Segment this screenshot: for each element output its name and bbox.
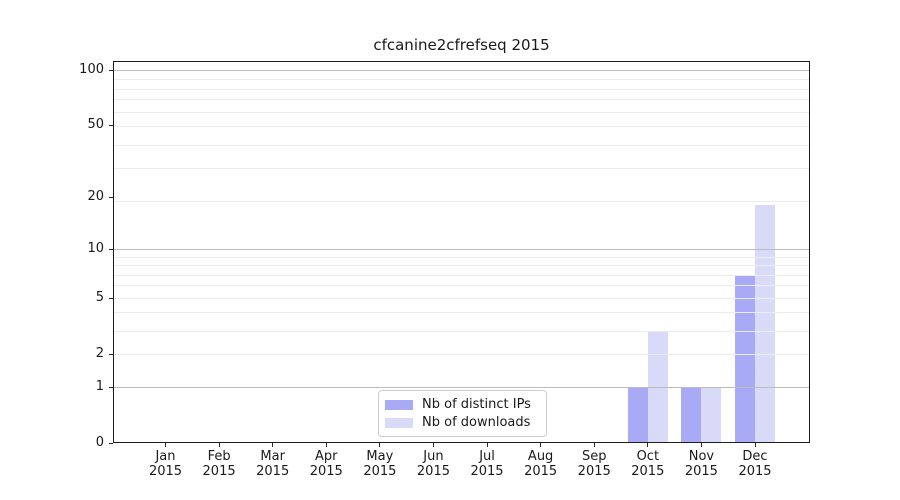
x-tick-label: Aug 2015	[524, 449, 557, 479]
gridline-minor	[114, 353, 809, 355]
x-tick-year: 2015	[309, 464, 343, 479]
gridline-minor	[114, 200, 809, 202]
x-tick-month: Apr	[315, 449, 338, 464]
gridline-major	[114, 248, 809, 250]
legend-swatch-downloads	[385, 417, 413, 428]
gridline-minor	[114, 79, 809, 80]
y-tick-label: 0	[95, 435, 104, 450]
x-tick-year: 2015	[470, 464, 504, 479]
x-tick-month: Feb	[207, 449, 231, 464]
y-tick-mark	[109, 69, 113, 71]
gridline-minor	[114, 330, 809, 332]
x-tick-mark	[325, 443, 327, 447]
x-tick-month: May	[366, 449, 394, 464]
x-tick-mark	[647, 443, 649, 447]
legend: Nb of distinct IPs Nb of downloads	[378, 390, 547, 437]
x-tick-mark	[540, 443, 542, 447]
gridline-minor	[114, 111, 809, 113]
x-tick-label: May 2015	[363, 449, 396, 479]
x-tick-month: Sep	[581, 449, 607, 464]
x-tick-mark	[165, 443, 166, 447]
gridline-minor	[114, 312, 809, 314]
y-tick-label: 2	[95, 346, 104, 362]
x-tick-label: Sep 2015	[578, 449, 611, 479]
x-tick-year: 2015	[148, 464, 183, 479]
x-tick-label: Jun 2015	[417, 449, 450, 479]
y-tick-label: 20	[87, 189, 104, 205]
x-tick-label: Apr 2015	[310, 449, 343, 479]
bar-nb-of-distinct-ips-oct	[627, 387, 648, 442]
x-tick-year: 2015	[416, 464, 450, 479]
x-tick-month: Mar	[260, 449, 285, 464]
x-tick-label: Jan 2015	[149, 449, 182, 479]
x-tick-mark	[700, 443, 702, 447]
y-tick-mark	[109, 196, 113, 198]
x-tick-month: Dec	[742, 449, 768, 464]
y-tick-mark	[109, 248, 113, 250]
x-tick-month: Jun	[423, 449, 444, 464]
x-tick-month: Jul	[479, 449, 495, 464]
chart-title: cfcanine2cfrefseq 2015	[373, 36, 550, 54]
legend-item-downloads: Nb of downloads	[385, 415, 538, 430]
gridline-minor	[114, 285, 809, 287]
y-tick-label: 100	[79, 62, 104, 78]
x-tick-mark	[272, 443, 274, 447]
x-tick-year: 2015	[631, 464, 665, 479]
x-tick-mark	[593, 443, 595, 447]
x-tick-month: Jan	[155, 449, 176, 464]
y-tick-label: 1	[95, 379, 104, 394]
y-tick-label: 5	[95, 290, 104, 306]
x-tick-label: Jul 2015	[470, 449, 503, 479]
x-tick-year: 2015	[684, 464, 718, 479]
bar-nb-of-distinct-ips-nov	[681, 387, 702, 442]
y-tick-mark	[109, 297, 113, 299]
x-tick-label: Mar 2015	[256, 449, 289, 479]
gridline-minor	[114, 297, 809, 299]
gridline-major	[114, 386, 809, 388]
y-tick-mark	[109, 442, 113, 444]
gridline-minor	[114, 274, 809, 276]
x-tick-mark	[218, 443, 220, 447]
legend-label-distinct-ips: Nb of distinct IPs	[422, 397, 531, 412]
legend-label-downloads: Nb of downloads	[422, 415, 531, 430]
gridline-major	[114, 69, 809, 71]
x-tick-label: Dec 2015	[738, 449, 771, 479]
x-tick-label: Oct 2015	[631, 449, 664, 479]
x-tick-year: 2015	[524, 464, 558, 479]
x-tick-year: 2015	[202, 464, 236, 479]
legend-swatch-distinct-ips	[385, 399, 413, 410]
x-tick-mark	[754, 443, 756, 447]
bar-nb-of-downloads-nov	[701, 387, 722, 442]
gridline-minor	[114, 265, 809, 266]
x-tick-year: 2015	[363, 464, 397, 479]
x-tick-label: Feb 2015	[203, 449, 236, 479]
gridline-minor	[114, 88, 809, 90]
y-tick-mark	[109, 386, 113, 388]
bar-nb-of-downloads-dec	[755, 205, 775, 442]
x-tick-label: Nov 2015	[685, 449, 718, 479]
y-tick-mark	[109, 124, 113, 126]
x-tick-year: 2015	[577, 464, 611, 479]
x-tick-month: Aug	[527, 449, 554, 464]
x-tick-mark	[432, 443, 434, 447]
y-tick-mark	[109, 353, 113, 355]
gridline-minor	[114, 99, 809, 101]
bar-nb-of-distinct-ips-dec	[735, 275, 755, 442]
x-tick-mark	[379, 443, 381, 447]
gridline-minor	[114, 126, 809, 128]
x-tick-mark	[486, 443, 488, 447]
x-tick-month: Nov	[688, 449, 715, 464]
y-tick-label: 10	[87, 241, 104, 257]
gridline-minor	[114, 144, 809, 146]
x-tick-year: 2015	[256, 464, 290, 479]
gridline-minor	[114, 256, 809, 258]
gridline-minor	[114, 167, 809, 169]
y-tick-label: 50	[87, 117, 104, 133]
x-tick-month: Oct	[636, 449, 660, 464]
legend-item-distinct-ips: Nb of distinct IPs	[385, 397, 538, 412]
x-tick-year: 2015	[738, 464, 772, 479]
